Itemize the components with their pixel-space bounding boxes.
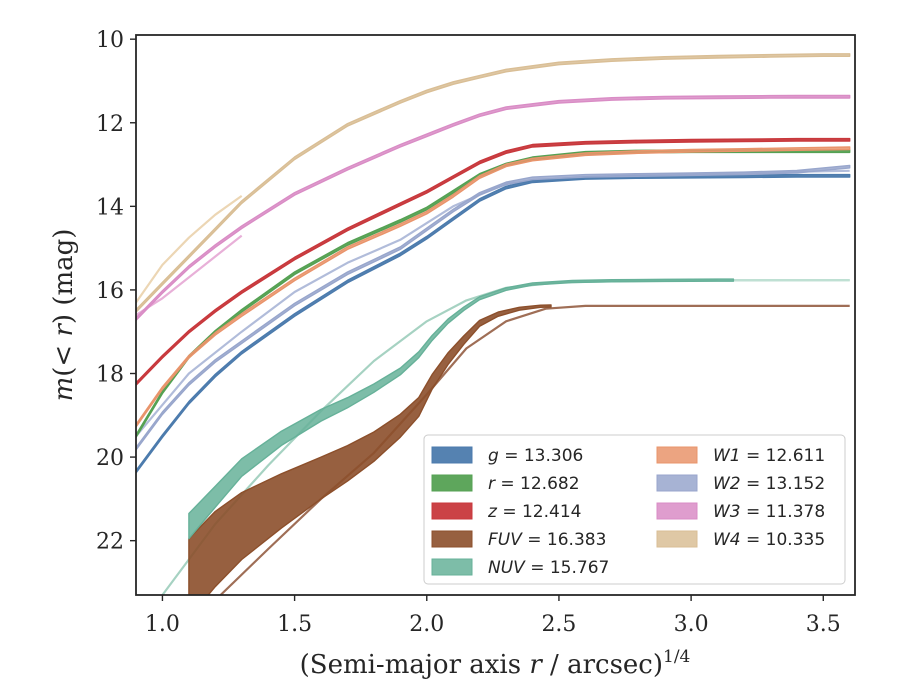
y-tick-label: 12 <box>96 112 124 137</box>
legend: g = 13.306 r = 12.682 z = 12.414 FUV = 16.3… <box>423 434 846 585</box>
series-band-w3 <box>136 94 851 322</box>
series-layer <box>136 53 851 595</box>
legend-label-nuv: NUV = 15.767 <box>488 558 609 578</box>
legend-label-z: z = 12.414 <box>487 502 581 522</box>
y-tick-label: 16 <box>96 279 124 304</box>
legend-swatch-nuv <box>431 558 473 576</box>
x-axis-label: (Semi-major axis r / arcsec)1/4 <box>300 647 691 680</box>
legend-label-g: g = 13.306 <box>488 446 583 466</box>
x-tick-label: 1.5 <box>277 612 312 637</box>
x-tick-label: 3.5 <box>806 612 841 637</box>
legend-swatch-fuv <box>431 530 473 548</box>
series-band-r <box>136 149 851 439</box>
faint-line-3 <box>136 234 243 316</box>
legend-swatch-w1 <box>656 446 698 464</box>
x-tick-label: 3.0 <box>674 612 709 637</box>
series-band-w1 <box>136 146 851 428</box>
faint-line-4 <box>136 195 243 304</box>
legend-swatch-w2 <box>656 474 698 492</box>
legend-label-w4: W4 = 10.335 <box>713 530 825 550</box>
series-band-fuv <box>188 304 552 595</box>
legend-swatch-w3 <box>656 502 698 520</box>
legend-label-w3: W3 = 11.378 <box>713 502 825 522</box>
y-tick-label: 22 <box>96 530 124 555</box>
faint-line-0 <box>219 304 850 595</box>
y-axis: 10 12 14 16 18 20 22 <box>96 28 136 555</box>
legend-swatch-g <box>431 446 473 464</box>
series-band-w4 <box>136 53 851 313</box>
legend-box <box>423 434 846 585</box>
x-tick-label: 2.0 <box>409 612 444 637</box>
series-band-w2 <box>136 164 851 451</box>
plot-frame <box>135 34 856 596</box>
legend-label-r: r = 12.682 <box>488 474 580 494</box>
y-axis-label: m(< r) (mag) <box>49 229 79 402</box>
x-tick-label: 2.5 <box>541 612 576 637</box>
y-tick-label: 10 <box>96 28 124 53</box>
legend-swatch-w4 <box>656 530 698 548</box>
series-band-z <box>136 137 851 386</box>
legend-label-fuv: FUV = 16.383 <box>488 530 606 550</box>
y-tick-label: 18 <box>96 363 124 388</box>
series-band-g <box>136 173 851 474</box>
legend-swatch-r <box>431 474 473 492</box>
y-tick-label: 20 <box>96 446 124 471</box>
legend-label-w1: W1 = 12.611 <box>713 446 825 466</box>
legend-swatch-z <box>431 502 473 520</box>
series-band-nuv <box>188 278 735 540</box>
legend-label-w2: W2 = 13.152 <box>713 474 825 494</box>
x-axis: 1.0 1.5 2.0 2.5 3.0 3.5 <box>145 595 841 637</box>
x-tick-label: 1.0 <box>145 612 180 637</box>
y-tick-label: 14 <box>96 195 124 220</box>
